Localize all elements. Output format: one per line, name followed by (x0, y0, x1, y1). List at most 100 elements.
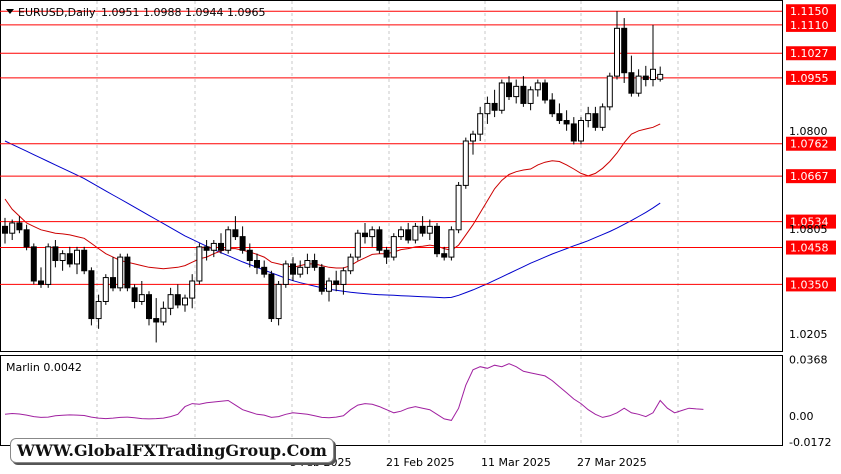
candle-body (470, 133, 476, 142)
candle-body (333, 280, 340, 285)
candle-body (232, 229, 239, 238)
candle-body (66, 253, 73, 265)
candle-body (117, 256, 124, 289)
candle-body (297, 266, 304, 275)
candle-body (405, 229, 412, 241)
x-tick-label: 27 Mar 2025 (577, 456, 647, 469)
level-label: 1.0350 (790, 278, 829, 291)
level-label: 1.1110 (790, 19, 829, 32)
candle-body (290, 263, 296, 275)
candle-body (326, 280, 332, 292)
level-tag (786, 46, 836, 61)
candle-body (189, 280, 196, 299)
x-tick-label: 21 Feb 2025 (386, 456, 454, 469)
candle-body (23, 229, 30, 248)
candle-body (448, 229, 455, 258)
oscillator-series (4, 363, 704, 421)
oscillator-panel (0, 355, 783, 446)
candle-body (650, 68, 656, 81)
candle-body (218, 242, 224, 251)
candle-body (441, 253, 448, 258)
candle-body (498, 82, 505, 111)
candle-body (16, 222, 23, 231)
level-tag (786, 70, 836, 85)
y-tick-label: 1.0800 (789, 125, 828, 138)
candle-body (146, 294, 152, 320)
candle-body (542, 82, 548, 101)
candle-body (412, 225, 419, 241)
moving-averages (4, 123, 661, 299)
candle-body (484, 102, 491, 115)
candle-body (578, 120, 584, 142)
candle-body (52, 246, 59, 262)
candle-body (311, 260, 318, 268)
candle-body (347, 256, 354, 272)
candle-body (426, 225, 433, 234)
candle-body (167, 294, 174, 309)
candle-body (556, 113, 563, 122)
level-tag (786, 169, 836, 184)
y-tick-label: 1.0205 (789, 328, 828, 341)
candle-body (196, 246, 203, 282)
candle-body (81, 249, 88, 272)
candle-body (585, 113, 592, 122)
candle-body (383, 249, 390, 258)
oscillator-line (4, 363, 704, 421)
level-tag (786, 136, 836, 151)
candle-body (2, 225, 8, 234)
candle-body (621, 27, 628, 74)
candle-body (210, 242, 217, 251)
candle-body (275, 283, 282, 320)
osc-y-tick-label: -0.0172 (789, 436, 831, 449)
candle-body (642, 75, 649, 81)
candle-body (657, 73, 664, 80)
candle-body (59, 253, 66, 262)
watermark: WWW.GlobalFXTradingGroup.Com (10, 438, 334, 463)
level-tag (786, 240, 836, 255)
candle-body (606, 75, 613, 108)
chart-ohlc: 1.0951 1.0988 1.0944 1.0965 (101, 6, 265, 19)
level-label: 1.1150 (790, 5, 829, 18)
y-tick-label: 1.0805 (789, 223, 828, 236)
candle-body (160, 307, 167, 323)
candle-body (614, 27, 620, 77)
candle-body (534, 82, 541, 91)
level-label: 1.0534 (790, 216, 829, 229)
candle-body (203, 246, 210, 251)
candle-body (462, 140, 469, 186)
candle-body (340, 270, 347, 285)
candle-body (455, 184, 462, 231)
candle-body (138, 294, 145, 302)
candle-body (45, 246, 52, 285)
candle-body (225, 229, 232, 251)
candle-body (369, 229, 376, 238)
candle-body (30, 246, 37, 282)
collapse-triangle-icon[interactable] (6, 9, 14, 14)
candle-body (354, 232, 361, 258)
candle-body (635, 75, 642, 94)
candle-body (570, 123, 577, 142)
candle-body (282, 263, 289, 285)
candles (2, 11, 664, 343)
candle-body (491, 102, 498, 111)
candle-body (88, 270, 95, 320)
level-label: 1.0762 (790, 138, 829, 151)
candle-body (254, 260, 260, 268)
candle-body (182, 297, 188, 306)
level-label: 1.0955 (790, 72, 829, 85)
candle-body (628, 72, 635, 94)
level-label: 1.0667 (790, 170, 829, 183)
candle-body (268, 273, 275, 320)
candle-body (124, 256, 131, 289)
candle-body (304, 260, 311, 268)
ma-slow-line (4, 140, 661, 299)
candle-body (419, 225, 426, 234)
candle-body (38, 280, 44, 285)
candle-body (261, 266, 268, 275)
candle-body (592, 113, 599, 128)
candle-body (513, 85, 520, 98)
candle-body (239, 236, 246, 251)
candle-body (506, 82, 512, 98)
candle-body (95, 300, 102, 320)
